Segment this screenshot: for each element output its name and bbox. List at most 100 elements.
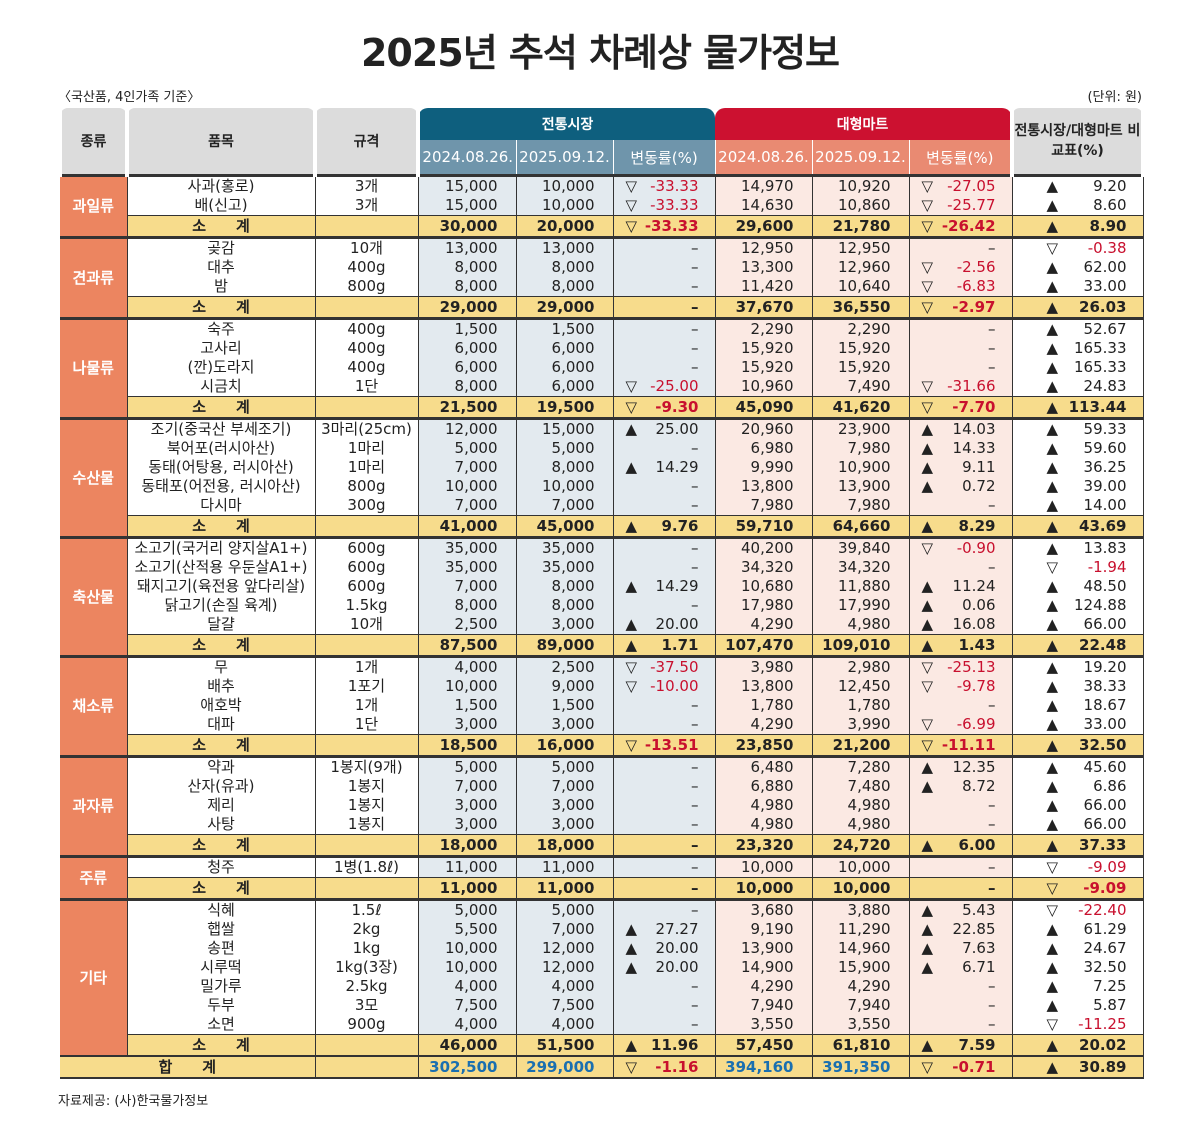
trad-change-rate: ▽ -33.33 bbox=[613, 196, 716, 216]
table-row: 과일류 사과(홍로) 3개 15,000 10,000 ▽ -33.33 14,970 10,9… bbox=[60, 174, 1144, 239]
compare-rate: ▽ -9.09 bbox=[1012, 855, 1144, 878]
change-value: 7.25 bbox=[1093, 977, 1127, 995]
mart-price-2025: 3,550 bbox=[812, 1015, 910, 1035]
category-cell: 수산물 bbox=[60, 417, 128, 539]
change-arrow-icon: ▲ bbox=[1046, 696, 1059, 714]
trad-change-rate: ▽ -25.00 bbox=[613, 377, 716, 397]
trad-change-rate: – bbox=[613, 496, 716, 516]
trad-change-rate: – bbox=[613, 898, 716, 920]
mart-change-rate: ▲ 1.43 bbox=[909, 634, 1013, 658]
change-value: – bbox=[691, 835, 699, 854]
change-arrow-icon: ▽ bbox=[1046, 1015, 1059, 1033]
change-arrow-icon: ▲ bbox=[921, 477, 934, 495]
trad-change-rate: ▲ 25.00 bbox=[613, 417, 716, 439]
trad-price-2024: 29,000 bbox=[418, 296, 517, 320]
table-row: 배(신고) 3개 15,000 10,000 ▽ -33.33 14,630 10,860 ▽ -… bbox=[60, 196, 1144, 216]
change-value: 13.83 bbox=[1083, 539, 1127, 557]
change-value: 1.43 bbox=[958, 635, 996, 654]
compare-rate: ▲ 66.00 bbox=[1012, 815, 1144, 835]
change-arrow-icon: ▲ bbox=[625, 458, 638, 476]
mart-price-2024: 6,880 bbox=[715, 777, 813, 796]
change-value: 9.20 bbox=[1093, 177, 1127, 195]
item-name: 숙주 bbox=[127, 317, 316, 339]
item-name: 배(신고) bbox=[127, 196, 316, 216]
trad-price-2024: 3,000 bbox=[418, 715, 517, 735]
subtotal-spec bbox=[315, 834, 419, 858]
mart-price-2025: 1,780 bbox=[812, 696, 910, 715]
mart-price-2025: 36,550 bbox=[812, 296, 910, 320]
trad-price-2024: 3,000 bbox=[418, 796, 517, 815]
item-name: 소고기(산적용 우둔살A1+) bbox=[127, 558, 316, 577]
trad-price-2025: 29,000 bbox=[516, 296, 614, 320]
item-spec: 3모 bbox=[315, 996, 419, 1015]
trad-change-rate: ▽ -1.16 bbox=[613, 1056, 716, 1079]
item-name: 조기(중국산 부세조기) bbox=[127, 417, 316, 439]
compare-rate: ▽ -11.25 bbox=[1012, 1015, 1144, 1035]
trad-price-2025: 2,500 bbox=[516, 655, 614, 677]
trad-price-2025: 5,000 bbox=[516, 755, 614, 777]
subtotal-row: 소 계 29,000 29,000 –37,670 36,550 ▽ -2.97 ▲ 26.03 bbox=[60, 296, 1144, 320]
trad-change-rate: ▽ -33.33 bbox=[613, 174, 716, 196]
mart-price-2024: 45,090 bbox=[715, 396, 813, 420]
trad-price-2025: 8,000 bbox=[516, 277, 614, 297]
change-value: 18.67 bbox=[1083, 696, 1127, 714]
item-spec: 1봉지 bbox=[315, 796, 419, 815]
change-arrow-icon: ▲ bbox=[1046, 977, 1059, 995]
trad-change-rate: ▲ 9.76 bbox=[613, 515, 716, 539]
trad-price-2024: 10,000 bbox=[418, 677, 517, 696]
trad-price-2025: 6,000 bbox=[516, 358, 614, 377]
item-spec: 1.5kg bbox=[315, 596, 419, 615]
change-value: 20.00 bbox=[655, 958, 699, 976]
mart-price-2024: 6,480 bbox=[715, 755, 813, 777]
change-value: -0.71 bbox=[952, 1057, 996, 1076]
mart-change-rate: – bbox=[909, 796, 1013, 815]
trad-price-2024: 35,000 bbox=[418, 536, 517, 558]
change-arrow-icon: ▲ bbox=[625, 920, 638, 938]
table-row: 북어포(러시아산) 1마리 5,000 5,000–6,980 7,980 ▲ 14.33 ▲… bbox=[60, 439, 1144, 458]
change-value: 20.02 bbox=[1079, 1035, 1127, 1054]
trad-price-2025: 8,000 bbox=[516, 258, 614, 277]
item-name: 시금치 bbox=[127, 377, 316, 397]
mart-price-2024: 4,290 bbox=[715, 615, 813, 635]
trad-price-2025: 7,000 bbox=[516, 777, 614, 796]
change-arrow-icon: ▽ bbox=[625, 1057, 638, 1076]
change-arrow-icon: ▲ bbox=[921, 516, 934, 535]
mart-change-rate: ▲ 9.11 bbox=[909, 458, 1013, 477]
trad-price-2024: 302,500 bbox=[418, 1056, 517, 1079]
trad-price-2024: 8,000 bbox=[418, 377, 517, 397]
subtotal-label: 소 계 bbox=[127, 296, 316, 320]
trad-price-2024: 1,500 bbox=[418, 317, 517, 339]
mart-price-2024: 59,710 bbox=[715, 515, 813, 539]
item-spec: 1병(1.8ℓ) bbox=[315, 855, 419, 878]
item-spec: 400g bbox=[315, 258, 419, 277]
mart-change-rate: ▽ -2.97 bbox=[909, 296, 1013, 320]
trad-price-2024: 6,000 bbox=[418, 339, 517, 358]
change-value: – bbox=[691, 277, 699, 295]
item-spec: 800g bbox=[315, 277, 419, 297]
trad-price-2024: 10,000 bbox=[418, 958, 517, 977]
change-arrow-icon: ▲ bbox=[1046, 815, 1059, 833]
trad-change-rate: ▲ 27.27 bbox=[613, 920, 716, 939]
change-value: 33.00 bbox=[1083, 715, 1127, 733]
header-spec: 규격 bbox=[313, 108, 420, 176]
subtotal-row: 소 계 11,000 11,000–10,000 10,000– ▽ -9.09 bbox=[60, 877, 1144, 901]
change-value: -0.38 bbox=[1087, 239, 1127, 257]
mart-price-2024: 11,420 bbox=[715, 277, 813, 297]
trad-price-2025: 89,000 bbox=[516, 634, 614, 658]
trad-price-2024: 18,500 bbox=[418, 734, 517, 758]
compare-rate: ▲ 66.00 bbox=[1012, 615, 1144, 635]
header-mart-date2: 2025.09.12. bbox=[812, 140, 910, 176]
mart-change-rate: – bbox=[909, 558, 1013, 577]
mart-price-2025: 7,940 bbox=[812, 996, 910, 1015]
change-value: 14.29 bbox=[655, 577, 699, 595]
trad-price-2024: 21,500 bbox=[418, 396, 517, 420]
item-name: 다시마 bbox=[127, 496, 316, 516]
change-value: – bbox=[691, 477, 699, 495]
trad-change-rate: ▽ -13.51 bbox=[613, 734, 716, 758]
trad-price-2025: 299,000 bbox=[516, 1056, 614, 1079]
trad-price-2025: 3,000 bbox=[516, 815, 614, 835]
change-arrow-icon: ▽ bbox=[625, 397, 638, 416]
item-name: 닭고기(손질 육계) bbox=[127, 596, 316, 615]
trad-price-2024: 5,500 bbox=[418, 920, 517, 939]
item-spec: 2kg bbox=[315, 920, 419, 939]
